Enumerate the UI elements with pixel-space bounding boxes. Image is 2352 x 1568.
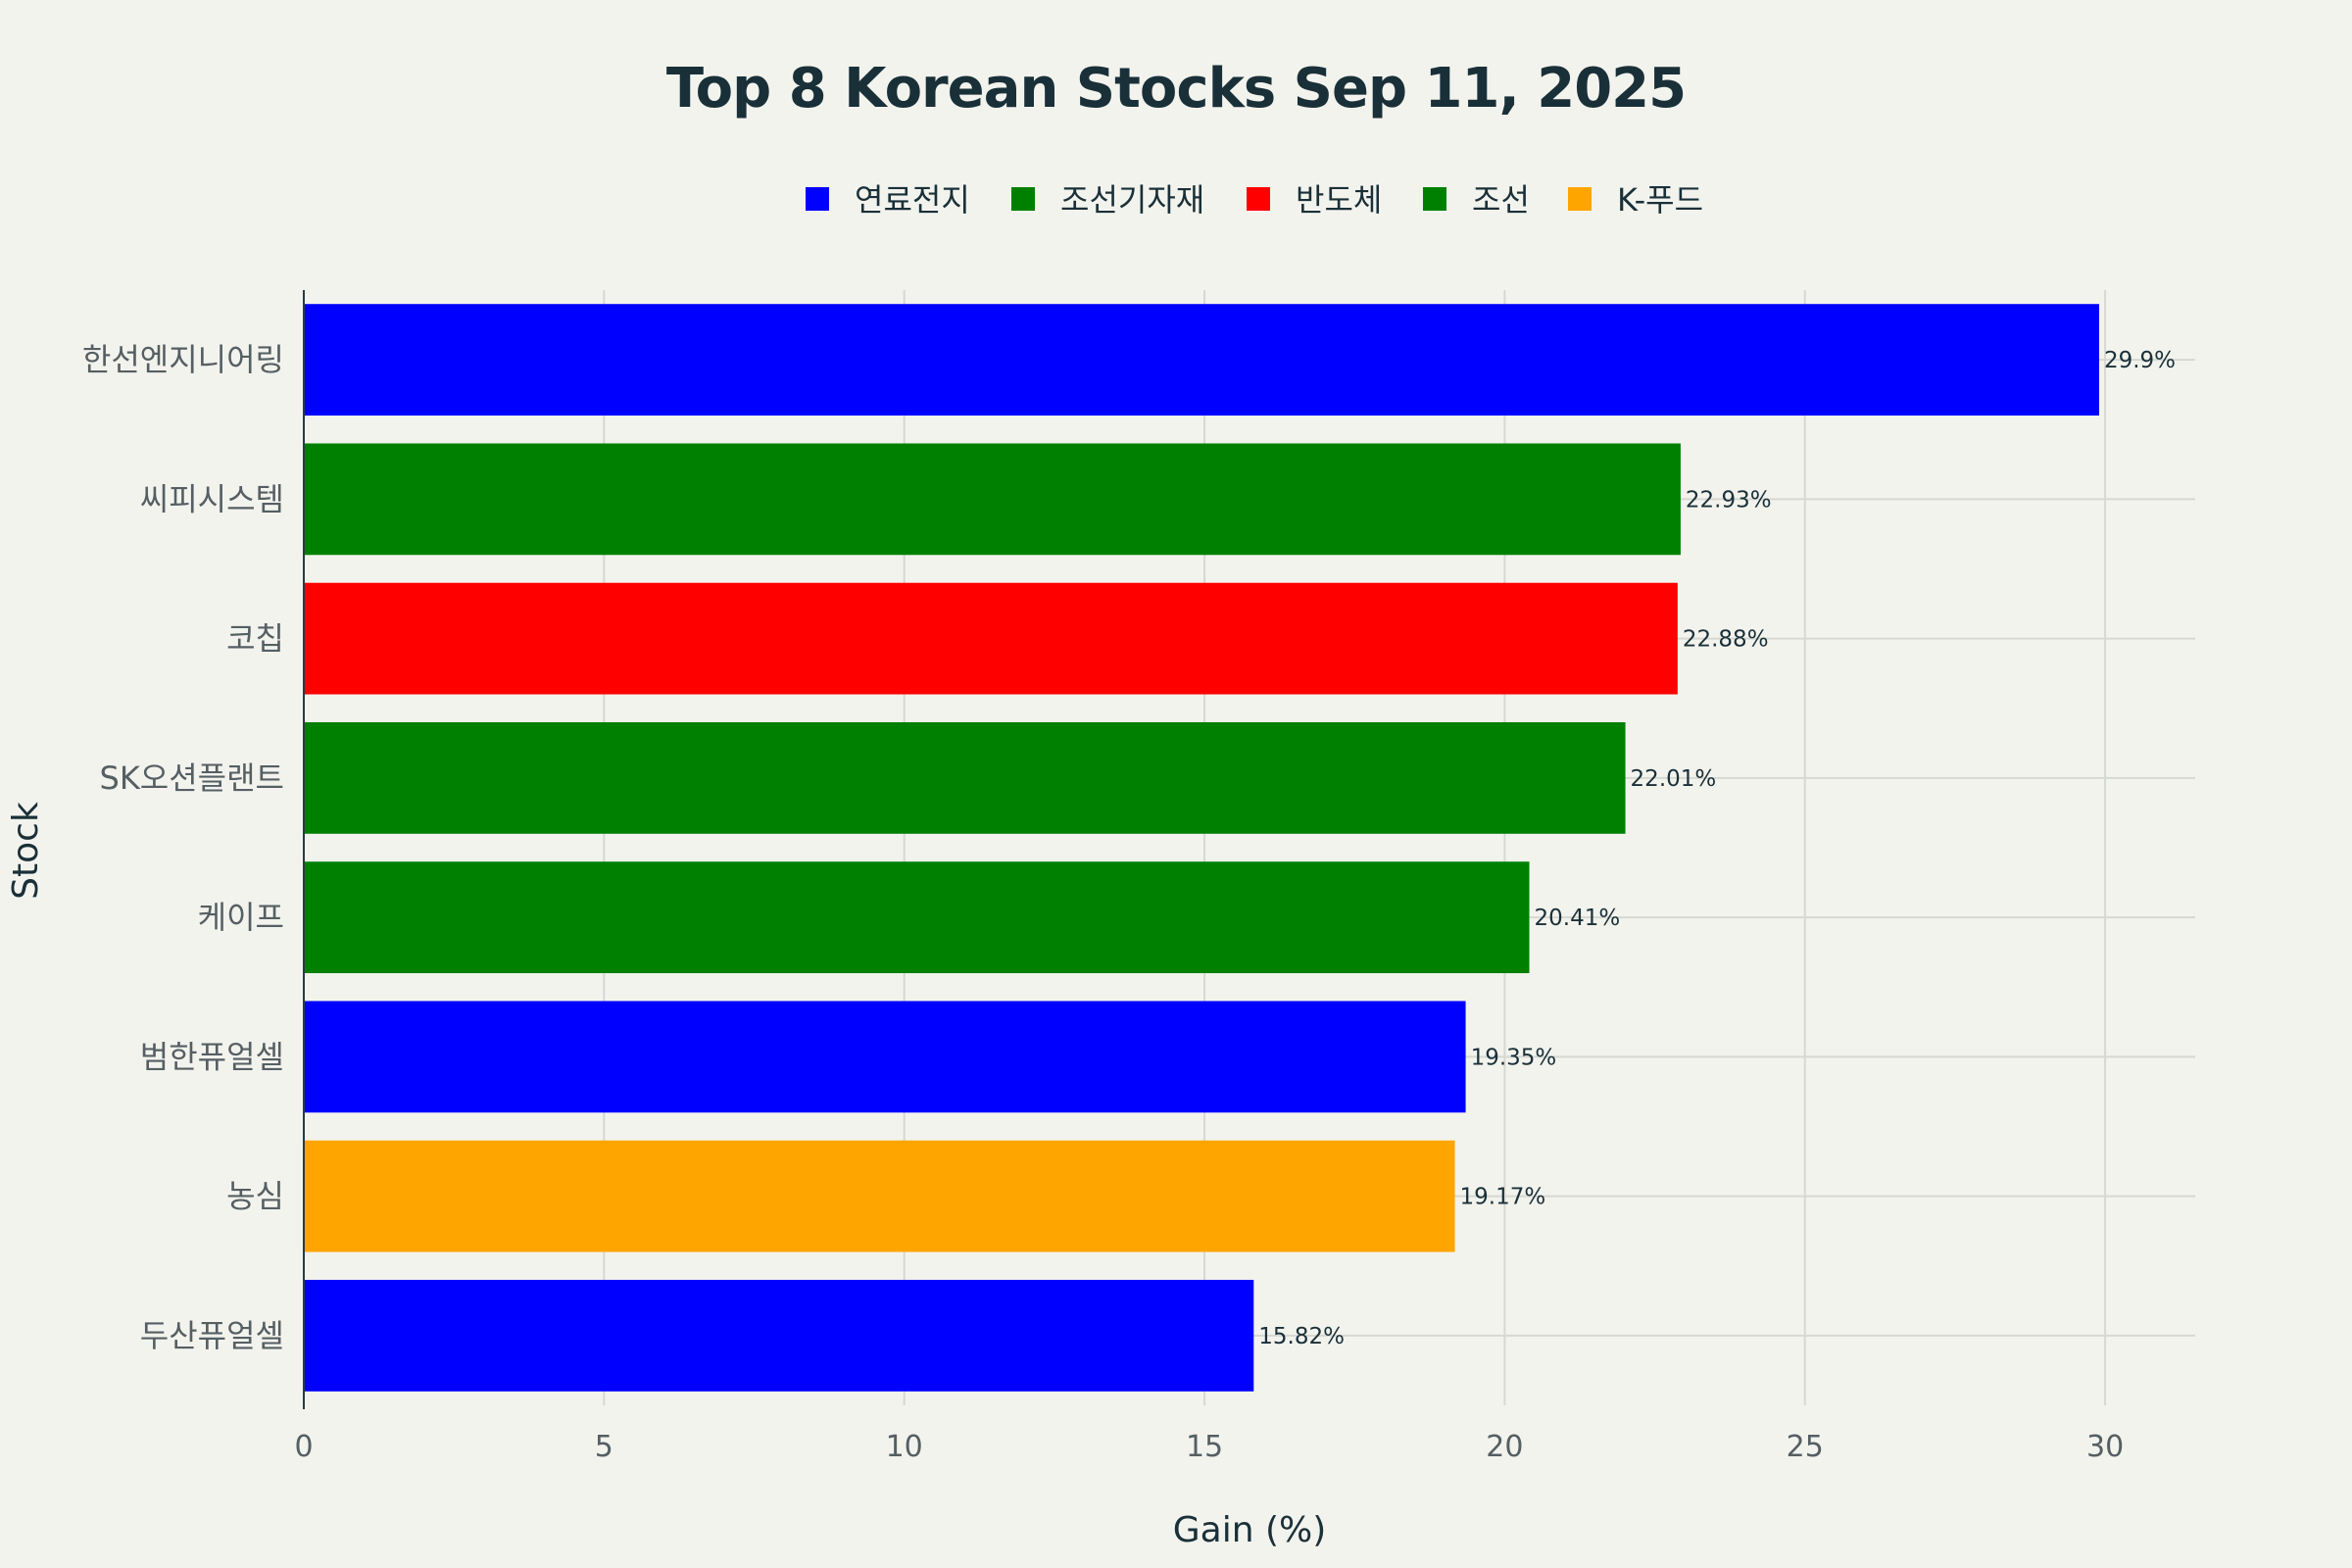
bar[interactable] [304, 861, 1530, 974]
y-tick-label: 케이프 [198, 899, 284, 936]
axes: 0 5 10 15 20 25 30 한선엔지니어링 29.9% 씨피시스템 22.93% 코칩 22.… [82, 290, 2176, 1464]
legend-label: 조선기자재 [1060, 181, 1204, 219]
bar[interactable] [304, 1001, 1466, 1113]
x-axis-title: Gain (%) [1173, 1510, 1327, 1550]
x-tick-label: 5 [595, 1430, 613, 1464]
y-tick-label: 농심 [226, 1178, 284, 1215]
legend-label: 연료전지 [855, 181, 970, 219]
x-tick-label: 20 [1486, 1430, 1523, 1464]
legend-label: 조선 [1472, 181, 1530, 219]
x-tick-label: 0 [294, 1430, 313, 1464]
y-tick-label: 코칩 [226, 620, 284, 658]
legend-item[interactable]: K-푸드 [1568, 181, 1703, 219]
data-label: 19.17% [1460, 1185, 1546, 1210]
bar[interactable] [304, 582, 1678, 695]
x-tick-label: 25 [1787, 1430, 1824, 1464]
y-tick-label: 범한퓨얼셀 [140, 1038, 284, 1075]
legend-item[interactable]: 반도체 [1247, 181, 1382, 219]
legend-swatch [1423, 187, 1446, 211]
bar[interactable] [304, 1279, 1254, 1392]
legend-item[interactable]: 조선기자재 [1011, 181, 1204, 219]
data-label: 29.9% [2104, 348, 2176, 373]
legend-swatch [1247, 187, 1270, 211]
legend-swatch [1011, 187, 1035, 211]
y-tick-label: 씨피시스템 [140, 480, 284, 517]
x-tick-label: 10 [886, 1430, 923, 1464]
legend-swatch [806, 187, 829, 211]
bars [304, 304, 2099, 1392]
x-tick-label: 30 [2086, 1430, 2124, 1464]
legend-item[interactable]: 연료전지 [806, 181, 970, 219]
legend-label: 반도체 [1296, 181, 1382, 219]
bar[interactable] [304, 304, 2099, 416]
data-label: 22.93% [1686, 487, 1772, 513]
legend-swatch [1568, 187, 1592, 211]
bar[interactable] [304, 721, 1626, 834]
legend[interactable]: 연료전지 조선기자재 반도체 조선 K-푸드 [806, 181, 1703, 219]
x-tick-label: 15 [1186, 1430, 1223, 1464]
y-axis-title: Stock [6, 802, 46, 900]
bar[interactable] [304, 1140, 1455, 1252]
chart-title: Top 8 Korean Stocks Sep 11, 2025 [665, 57, 1687, 121]
data-label: 19.35% [1471, 1045, 1557, 1070]
y-tick-label: 두산퓨얼셀 [140, 1317, 284, 1354]
data-label: 15.82% [1258, 1324, 1345, 1349]
legend-label: K-푸드 [1617, 181, 1703, 219]
legend-item[interactable]: 조선 [1423, 181, 1530, 219]
y-tick-label: 한선엔지니어링 [82, 341, 284, 378]
data-label: 20.41% [1535, 906, 1621, 931]
y-tick-label: SK오션플랜트 [100, 760, 285, 797]
data-label: 22.88% [1683, 627, 1769, 653]
data-label: 22.01% [1631, 766, 1717, 792]
bar[interactable] [304, 443, 1681, 556]
